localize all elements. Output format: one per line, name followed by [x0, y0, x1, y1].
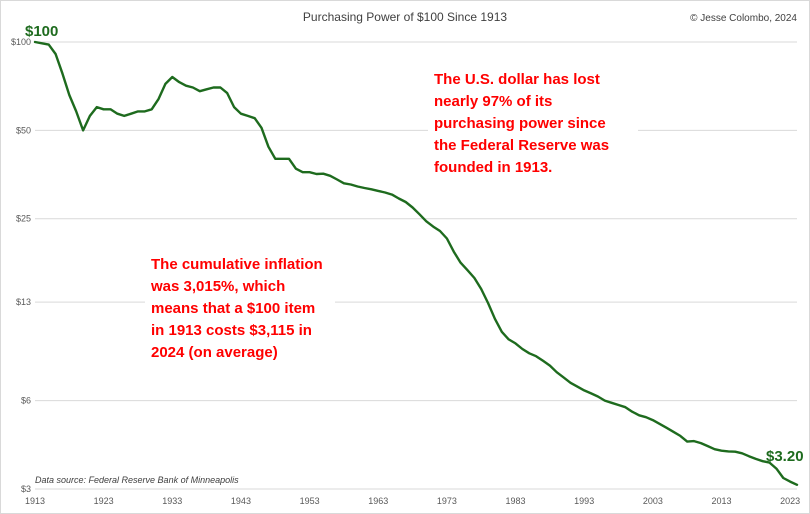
annotation-line: in 1913 costs $3,115 in	[151, 322, 312, 339]
data-source-note: Data source: Federal Reserve Bank of Min…	[35, 475, 239, 485]
annotation-line: The U.S. dollar has lost	[434, 71, 600, 88]
x-tick-label: 1973	[437, 496, 457, 506]
annotation-line: was 3,015%, which	[150, 278, 285, 295]
y-tick-label: $6	[21, 396, 31, 406]
x-tick-label: 1933	[162, 496, 182, 506]
x-tick-label: 1923	[94, 496, 114, 506]
x-tick-label: 1943	[231, 496, 251, 506]
annotation-line: purchasing power since	[434, 115, 606, 132]
y-tick-label: $50	[16, 125, 31, 135]
x-tick-label: 1913	[25, 496, 45, 506]
series-line	[33, 40, 799, 486]
y-tick-label: $100	[11, 37, 31, 47]
start-value-label: $100	[25, 23, 58, 40]
x-tick-label: 1993	[574, 496, 594, 506]
annotation-line: means that a $100 item	[151, 300, 315, 317]
y-tick-label: $3	[21, 484, 31, 494]
x-tick-label: 2003	[643, 496, 663, 506]
annotation-layer: The U.S. dollar has lost nearly 97% of it…	[145, 63, 638, 361]
x-axis: 1913 1923 1933 1943 1953 1963 1973 1983 1993 2003…	[25, 496, 800, 506]
series-layer	[33, 40, 799, 486]
chart-credit: © Jesse Colombo, 2024	[690, 13, 797, 24]
x-tick-label: 1983	[506, 496, 526, 506]
x-tick-label: 1953	[300, 496, 320, 506]
annotation-line: the Federal Reserve was	[434, 137, 609, 154]
annotation-line: 2024 (on average)	[151, 344, 278, 361]
annotation-line: The cumulative inflation	[151, 256, 323, 273]
chart-title: Purchasing Power of $100 Since 1913	[303, 10, 507, 24]
annotation-background	[145, 249, 335, 361]
annotation-line: founded in 1913.	[434, 159, 552, 176]
y-tick-label: $25	[16, 214, 31, 224]
end-value-label: $3.20	[766, 448, 804, 465]
y-axis: $3 $6 $13 $25 $50 $100	[11, 37, 31, 494]
annotation-background	[428, 63, 638, 175]
annotation-line: nearly 97% of its	[434, 93, 552, 110]
x-tick-label: 2023	[780, 496, 800, 506]
y-tick-label: $13	[16, 297, 31, 307]
x-tick-label: 1963	[368, 496, 388, 506]
x-tick-label: 2013	[711, 496, 731, 506]
